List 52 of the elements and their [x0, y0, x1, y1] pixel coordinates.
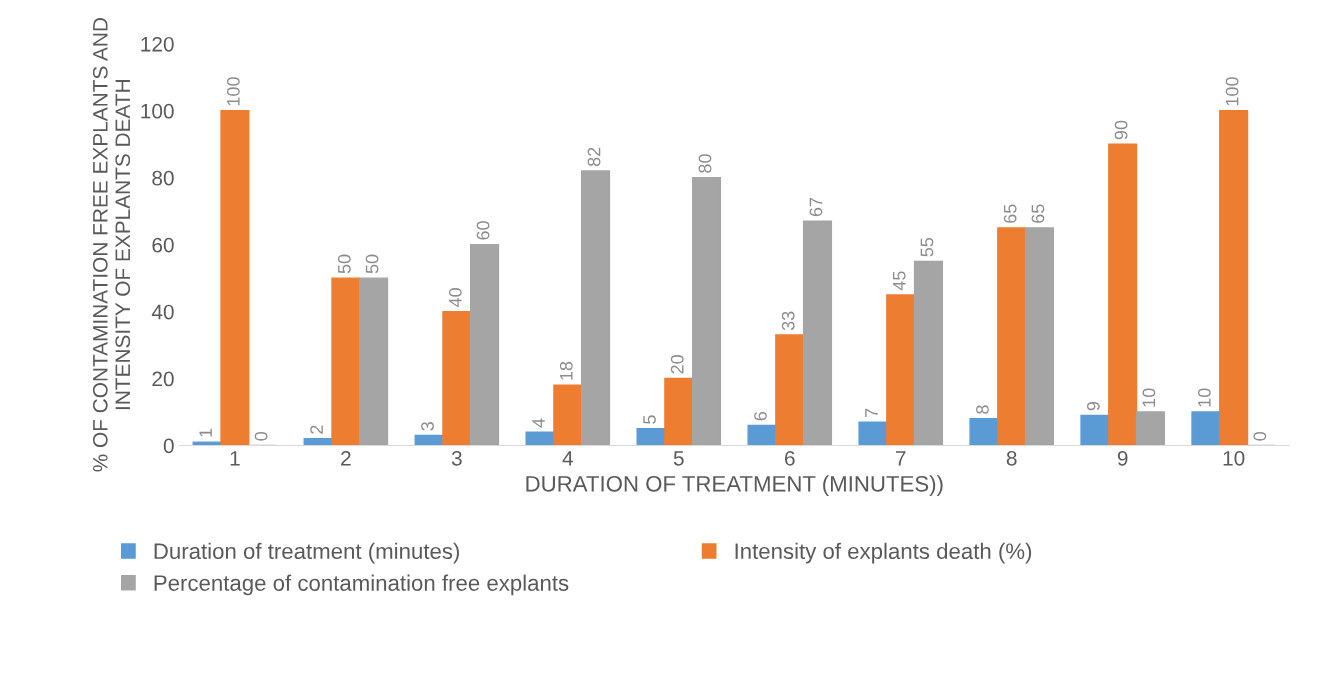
x-tick-label: 6 [785, 450, 795, 466]
data-label: 45 [892, 271, 906, 291]
data-label: 100 [226, 77, 240, 106]
data-label: 60 [476, 221, 490, 240]
data-label: 20 [670, 355, 684, 374]
data-label: 9 [1086, 402, 1100, 411]
x-axis-title: DURATION OF TREATMENT (MINUTES)) [526, 475, 943, 497]
data-label: 1 [199, 428, 212, 437]
data-label: 0 [254, 432, 268, 441]
data-label: 33 [781, 311, 795, 331]
y-tick-label: 80 [152, 170, 174, 186]
data-label: 50 [365, 254, 379, 274]
y-tick-label: 120 [141, 36, 174, 52]
x-tick-label: 2 [341, 450, 351, 466]
data-label: 4 [532, 418, 545, 428]
x-tick-label: 5 [673, 451, 684, 466]
x-tick-label: 10 [1223, 450, 1245, 466]
legend-label: Percentage of contamination free explants [154, 574, 569, 596]
y-tick-label: 0 [163, 438, 174, 454]
legend-label: Intensity of explants death (%) [735, 542, 1032, 564]
data-label: 65 [1031, 204, 1045, 223]
data-label: 50 [337, 254, 351, 274]
data-label: 0 [1253, 432, 1267, 441]
x-tick-label: 1 [230, 451, 240, 466]
data-label: 90 [1114, 120, 1128, 140]
data-label: 8 [976, 405, 989, 414]
x-tick-label: 8 [1006, 450, 1017, 466]
data-label: 10 [1142, 388, 1156, 407]
data-label: 40 [448, 288, 462, 308]
y-axis-title: % OF CONTAMINATION FREE EXPLANTS AND INTENSITY OF EXPLANTS DEATH [92, 18, 131, 472]
data-label: 5 [643, 415, 656, 424]
y-tick-label: 100 [141, 103, 174, 119]
data-label: 10 [1197, 388, 1211, 407]
data-label: 18 [559, 361, 573, 380]
y-tick-label: 40 [151, 304, 174, 320]
data-label: 82 [587, 147, 601, 167]
legend-label: Duration of treatment (minutes) [154, 542, 459, 564]
data-label: 7 [865, 408, 878, 417]
x-tick-label: 9 [1117, 450, 1128, 466]
data-label: 2 [310, 425, 323, 434]
x-tick-label: 3 [451, 450, 462, 466]
data-label: 65 [1003, 204, 1017, 223]
data-label: 3 [421, 422, 434, 431]
data-label: 55 [920, 237, 934, 257]
data-label: 100 [1225, 77, 1239, 106]
y-tick-label: 60 [152, 237, 174, 253]
x-tick-label: 7 [896, 451, 906, 466]
x-tick-label: 4 [562, 451, 573, 466]
data-label: 67 [809, 197, 823, 217]
data-label: 80 [698, 154, 712, 173]
data-label: 6 [754, 412, 767, 421]
y-tick-label: 20 [152, 371, 174, 387]
